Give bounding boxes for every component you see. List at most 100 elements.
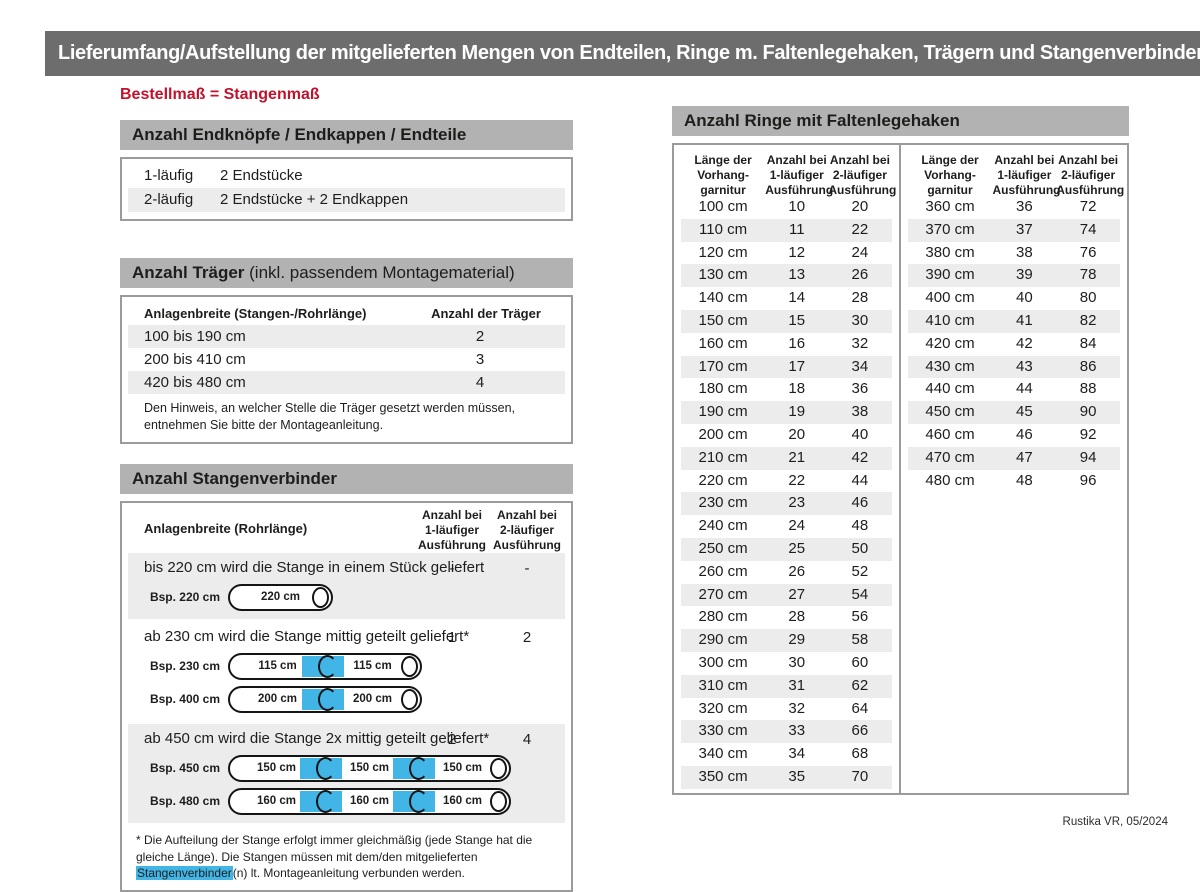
rod-segment-length: 200 cm bbox=[352, 692, 392, 705]
rod-example-label: Bsp. 450 cm bbox=[149, 761, 220, 776]
row-count: 2 bbox=[447, 730, 457, 748]
col-anzahl-1laeufig: Anzahl bei 1-läufiger Ausführung bbox=[418, 507, 486, 552]
row-label: 1-läufig bbox=[144, 167, 194, 184]
stangenverbinder-table-head: Anlagenbreite (Rohrlänge) Anzahl bei 1-l… bbox=[122, 503, 571, 553]
cell-laenge: 190 cm bbox=[698, 403, 748, 421]
cell-laenge: 380 cm bbox=[925, 243, 975, 261]
cell-1laeufig: 33 bbox=[788, 722, 806, 740]
cell-1laeufig: 42 bbox=[1016, 334, 1033, 352]
cell-1laeufig: 17 bbox=[788, 357, 806, 375]
cell-laenge: 470 cm bbox=[925, 448, 975, 466]
cell-laenge: 250 cm bbox=[698, 539, 748, 557]
cell-1laeufig: 28 bbox=[788, 608, 806, 626]
table-row: 150 cm 15 30 bbox=[681, 309, 892, 333]
cell-1laeufig: 32 bbox=[788, 699, 806, 717]
row-count: 4 bbox=[475, 374, 485, 391]
cell-1laeufig: 48 bbox=[1016, 471, 1033, 489]
stangenverbinder-footnote: * Die Aufteilung der Stange erfolgt imme… bbox=[122, 826, 571, 882]
row-label: 2-läufig bbox=[144, 191, 194, 208]
cell-laenge: 230 cm bbox=[698, 494, 748, 512]
rod-example-label: Bsp. 400 cm bbox=[149, 692, 220, 707]
cell-1laeufig: 23 bbox=[788, 494, 806, 512]
traeger-table-head: Anlagenbreite (Stangen-/Rohrlänge) Anzah… bbox=[122, 303, 571, 325]
cell-2laeufig: 88 bbox=[1079, 380, 1097, 398]
table-row: 100 cm 10 20 bbox=[681, 196, 892, 219]
table-row: 480 cm 48 96 bbox=[908, 470, 1121, 493]
cell-2laeufig: 76 bbox=[1079, 243, 1097, 261]
cell-1laeufig: 25 bbox=[788, 539, 806, 557]
table-row: 2-läufig 2 Endstücke + 2 Endkappen bbox=[128, 188, 565, 212]
table-row: 410 cm 41 82 bbox=[907, 309, 1120, 333]
table-row: 330 cm 33 66 bbox=[681, 720, 892, 744]
table-row: 180 cm 18 36 bbox=[681, 378, 892, 401]
cell-laenge: 340 cm bbox=[698, 745, 748, 763]
table-row: 160 cm 16 32 bbox=[681, 333, 892, 356]
table-row: 270 cm 27 54 bbox=[681, 583, 892, 607]
rod-example-row: Bsp. 480 cm 160 cm 160 cm 160 cm bbox=[128, 787, 565, 815]
connector-icon bbox=[300, 789, 342, 813]
col-anlagenbreite: Anlagenbreite (Stangen-/Rohrlänge) bbox=[144, 306, 367, 321]
cell-2laeufig: 24 bbox=[851, 243, 869, 261]
table-row: 420 bis 480 cm 4 bbox=[128, 371, 565, 394]
cell-1laeufig: 43 bbox=[1016, 357, 1033, 375]
ringe-table-left-head: Länge der Vorhang- garnitur Anzahl bei 1… bbox=[681, 145, 896, 197]
row-count: 1 bbox=[447, 628, 457, 646]
row-range: 420 bis 480 cm bbox=[144, 374, 246, 391]
table-row: 140 cm 14 28 bbox=[681, 287, 892, 310]
cell-laenge: 200 cm bbox=[698, 425, 748, 443]
table-row: 120 cm 12 24 bbox=[681, 242, 892, 265]
connector-icon bbox=[300, 756, 342, 780]
rod-diagram: 115 cm 115 cm bbox=[228, 652, 422, 680]
cell-laenge: 160 cm bbox=[698, 334, 748, 352]
cell-1laeufig: 39 bbox=[1016, 266, 1033, 284]
section-header-traeger-rest: (inkl. passendem Montagematerial) bbox=[244, 263, 515, 282]
cell-1laeufig: 18 bbox=[788, 380, 806, 398]
endknoepfe-rows: 1-läufig 2 Endstücke 2-läufig 2 Endstück… bbox=[122, 164, 571, 212]
rod-segment-length: 115 cm bbox=[353, 659, 392, 672]
rod-diagram: 220 cm bbox=[228, 583, 333, 611]
cell-2laeufig: 48 bbox=[851, 517, 869, 535]
col-laenge: Länge der Vorhang- garnitur bbox=[921, 153, 979, 197]
connector-icon bbox=[302, 687, 344, 711]
section-header-endknoepfe: Anzahl Endknöpfe / Endkappen / Endteile bbox=[120, 120, 573, 150]
col-anlagenbreite-rohr: Anlagenbreite (Rohrlänge) bbox=[144, 520, 308, 536]
cell-1laeufig: 19 bbox=[788, 403, 806, 421]
page-title: Lieferumfang/Aufstellung der mitgeliefer… bbox=[45, 31, 1200, 76]
subtitle-bestellmass: Bestellmaß = Stangenmaß bbox=[120, 86, 320, 103]
cell-1laeufig: 16 bbox=[788, 334, 806, 352]
section-header-traeger-bold: Anzahl Träger bbox=[132, 263, 245, 282]
cell-1laeufig: 47 bbox=[1016, 448, 1033, 466]
section-header-traeger: Anzahl Träger (inkl. passendem Montagema… bbox=[120, 258, 573, 288]
row-range: 100 bis 190 cm bbox=[144, 328, 246, 345]
traeger-table: Anlagenbreite (Stangen-/Rohrlänge) Anzah… bbox=[120, 295, 573, 444]
table-row: 360 cm 36 72 bbox=[908, 196, 1121, 219]
rod-segment-length: 200 cm bbox=[257, 692, 297, 705]
rod-example-label: Bsp. 480 cm bbox=[149, 794, 220, 809]
table-row: 250 cm 25 50 bbox=[681, 537, 892, 561]
table-row: 380 cm 38 76 bbox=[908, 242, 1121, 265]
rod-segment-length: 160 cm bbox=[349, 794, 389, 807]
cell-laenge: 350 cm bbox=[698, 767, 748, 785]
cell-1laeufig: 14 bbox=[788, 289, 806, 307]
cell-laenge: 170 cm bbox=[698, 357, 748, 375]
rod-diagram: 200 cm 200 cm bbox=[228, 685, 422, 713]
table-row: 310 cm 31 62 bbox=[681, 674, 892, 698]
cell-laenge: 290 cm bbox=[698, 631, 748, 649]
col-1laeufig: Anzahl bei 1-läufiger Ausführung bbox=[992, 153, 1061, 197]
table-row: 470 cm 47 94 bbox=[907, 446, 1120, 470]
table-row: 370 cm 37 74 bbox=[907, 218, 1120, 242]
cell-1laeufig: 35 bbox=[788, 767, 806, 785]
col-anzahl-traeger: Anzahl der Träger bbox=[431, 306, 541, 321]
cell-1laeufig: 45 bbox=[1016, 403, 1033, 421]
cell-2laeufig: 90 bbox=[1079, 403, 1097, 421]
cell-1laeufig: 37 bbox=[1016, 220, 1033, 238]
cell-2laeufig: 22 bbox=[851, 220, 869, 238]
cell-2laeufig: 94 bbox=[1079, 448, 1097, 466]
rod-example-row: Bsp. 220 cm 220 cm bbox=[128, 583, 565, 611]
cell-laenge: 330 cm bbox=[698, 722, 748, 740]
footnote-text: (n) lt. Montageanleitung verbunden werde… bbox=[232, 866, 465, 881]
cell-2laeufig: 28 bbox=[851, 289, 869, 307]
cell-2laeufig: 46 bbox=[851, 494, 869, 512]
cell-2laeufig: 38 bbox=[851, 403, 869, 421]
ringe-table-right-head: Länge der Vorhang- garnitur Anzahl bei 1… bbox=[908, 145, 1124, 197]
